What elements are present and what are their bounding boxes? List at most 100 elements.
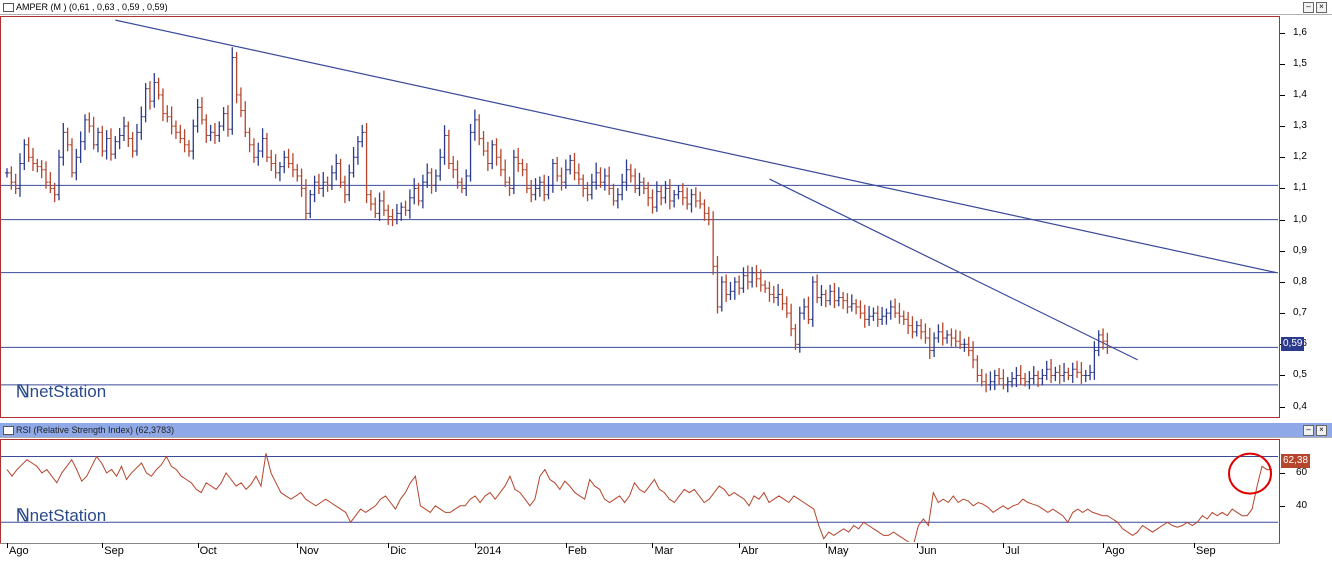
price-y-tick-mark	[1280, 375, 1285, 377]
x-axis-month-label: Jun	[918, 545, 937, 557]
price-panel-title-bar[interactable]: AMPER (M ) (0,61 , 0,63 , 0,59 , 0,59) –…	[0, 0, 1332, 15]
ohlc-bar	[1075, 360, 1080, 378]
ohlc-bar	[433, 169, 438, 192]
ohlc-bar	[537, 176, 542, 197]
ohlc-bar	[654, 181, 659, 212]
ohlc-bar	[416, 182, 421, 206]
ohlc-bar	[195, 98, 200, 133]
ohlc-bar	[763, 280, 768, 293]
ohlc-bar	[126, 121, 131, 147]
ohlc-bar	[477, 114, 482, 146]
ohlc-bar	[308, 190, 313, 219]
ohlc-bar	[130, 132, 135, 158]
ohlc-bar	[69, 138, 74, 178]
price-y-tick-label: 0,9	[1293, 244, 1307, 256]
ohlc-bar	[633, 168, 638, 194]
price-y-tick-mark	[1280, 219, 1285, 221]
ohlc-bar	[104, 130, 109, 160]
ohlc-bar	[147, 81, 152, 110]
ohlc-bar	[520, 158, 525, 177]
ohlc-bar	[732, 277, 737, 300]
ohlc-bar	[1105, 332, 1110, 354]
ohlc-bar	[1057, 364, 1062, 384]
ohlc-bar	[845, 293, 850, 314]
x-axis-tick	[739, 543, 741, 548]
netstation-logo-icon: ℕ	[16, 382, 30, 401]
ohlc-bar	[425, 163, 430, 188]
rsi-last-value-tag: 62,38	[1281, 454, 1311, 468]
ohlc-bar	[1036, 370, 1041, 388]
ohlc-bar	[438, 148, 443, 181]
ohlc-bar	[529, 180, 534, 203]
ohlc-bar	[615, 188, 620, 209]
x-axis-tick	[197, 543, 199, 548]
price-plot-area[interactable]	[0, 16, 1280, 418]
ohlc-bar	[650, 189, 655, 214]
ohlc-bar	[386, 204, 391, 225]
ohlc-bar	[932, 332, 937, 358]
ohlc-bar	[637, 172, 642, 196]
ohlc-bar	[212, 122, 217, 144]
price-y-tick-label: 0,7	[1293, 307, 1307, 319]
ohlc-bar	[490, 140, 495, 170]
minimize-button[interactable]: –	[1303, 2, 1314, 13]
ohlc-bar	[702, 199, 707, 221]
ohlc-bar	[836, 287, 841, 307]
ohlc-bar	[802, 298, 807, 320]
ohlc-bar	[420, 174, 425, 209]
ohlc-bar	[299, 168, 304, 197]
ohlc-bar	[498, 148, 503, 177]
price-last-value-tag: 0,59	[1281, 337, 1305, 351]
netstation-logo-text: netStation	[29, 506, 107, 525]
ohlc-bar	[455, 160, 460, 189]
close-button[interactable]: ×	[1316, 425, 1327, 436]
x-axis-month-label: Dic	[390, 545, 407, 557]
rsi-panel-title-bar[interactable]: RSI (Relative Strength Index) (62,3783) …	[0, 423, 1332, 438]
close-button[interactable]: ×	[1316, 2, 1327, 13]
ohlc-bar	[74, 148, 79, 181]
x-axis[interactable]	[0, 543, 1280, 562]
minimize-button[interactable]: –	[1303, 425, 1314, 436]
ohlc-bar	[277, 161, 282, 182]
x-axis-tick	[297, 543, 299, 548]
rsi-line	[6, 453, 1272, 542]
ohlc-bar	[329, 165, 334, 191]
ohlc-bar	[1066, 367, 1071, 381]
x-axis-tick	[652, 543, 654, 548]
ohlc-bar	[698, 191, 703, 209]
rsi-y-tick-mark	[1280, 472, 1285, 474]
ohlc-bar	[1001, 369, 1006, 390]
ohlc-bar	[412, 178, 417, 205]
ohlc-bar	[1010, 372, 1015, 388]
x-axis-month-label: Ago	[9, 545, 29, 557]
annotation-circle	[1228, 452, 1272, 495]
ohlc-bar	[208, 124, 213, 142]
ohlc-bar	[191, 119, 196, 160]
ohlc-bar	[468, 123, 473, 182]
ohlc-bar	[953, 329, 958, 348]
ohlc-bar	[1070, 362, 1075, 383]
rsi-chart[interactable]	[1, 440, 1278, 542]
rsi-y-tick-label: 40	[1296, 499, 1308, 511]
ohlc-bar	[598, 167, 603, 188]
ohlc-bar	[178, 124, 183, 144]
ohlc-bar	[1083, 369, 1088, 383]
ohlc-bar	[338, 158, 343, 188]
price-y-tick-mark	[1280, 188, 1285, 190]
price-y-tick-label: 0,5	[1293, 369, 1307, 381]
ohlc-bar	[295, 164, 300, 182]
ohlc-bar	[1096, 330, 1101, 357]
ohlc-bar	[936, 324, 941, 343]
ohlc-bar	[602, 168, 607, 191]
ohlc-bar	[841, 291, 846, 310]
ohlc-bar	[446, 129, 451, 170]
ohlc-bar	[264, 132, 269, 162]
ohlc-bar	[620, 173, 625, 201]
ohlc-bar	[750, 266, 755, 288]
ohlc-bar	[962, 338, 967, 352]
netstation-logo-icon: ℕ	[16, 506, 30, 525]
ohlc-bar	[511, 149, 516, 195]
ohlc-bar	[360, 124, 365, 148]
ohlc-bar	[676, 185, 681, 200]
price-chart[interactable]	[1, 17, 1278, 416]
